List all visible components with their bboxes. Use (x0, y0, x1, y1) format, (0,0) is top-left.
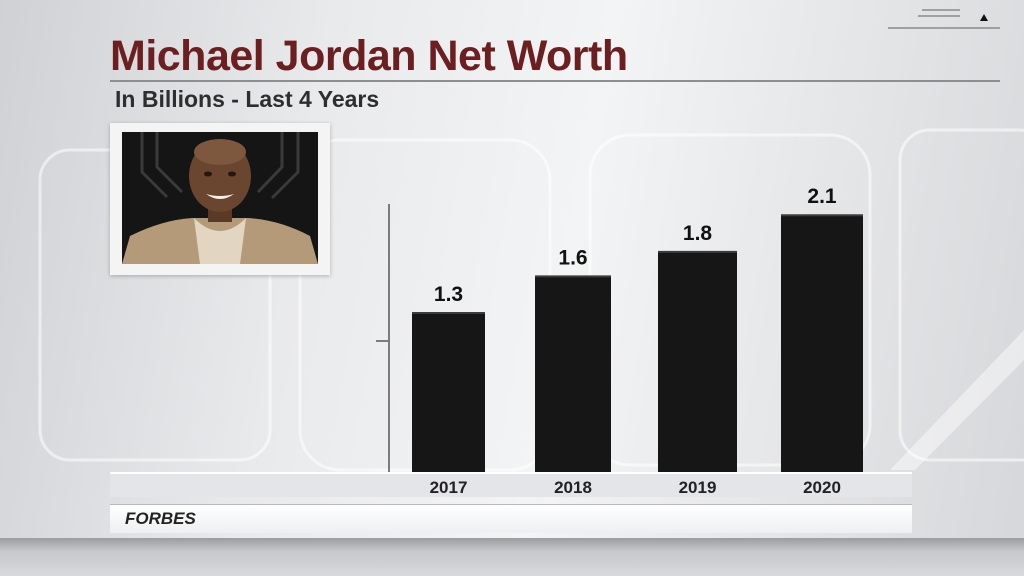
bar-2018 (535, 276, 611, 472)
chart-title: Michael Jordan Net Worth (110, 32, 628, 80)
menu-arrow-icon (888, 9, 1000, 29)
x-tick-label: 2017 (430, 478, 468, 497)
data-label: 1.6 (558, 246, 587, 269)
portrait-photo (110, 123, 330, 275)
title-divider (110, 80, 1000, 82)
x-tick-label: 2018 (554, 478, 592, 497)
data-label: 2.1 (807, 185, 837, 208)
source-bar: FORBES (110, 504, 912, 533)
x-tick-label: 2020 (803, 478, 841, 497)
source-label: FORBES (125, 509, 196, 528)
bar-2017 (412, 313, 485, 472)
portrait-image (122, 132, 318, 264)
x-tick-label: 2019 (679, 478, 717, 497)
bar-2019 (658, 251, 737, 472)
chart-subtitle: In Billions - Last 4 Years (115, 86, 380, 112)
bar-2020 (781, 215, 863, 472)
bottom-strip (0, 538, 1024, 576)
data-label: 1.3 (434, 283, 463, 306)
data-label: 1.8 (683, 222, 713, 245)
x-axis-band (110, 473, 912, 497)
